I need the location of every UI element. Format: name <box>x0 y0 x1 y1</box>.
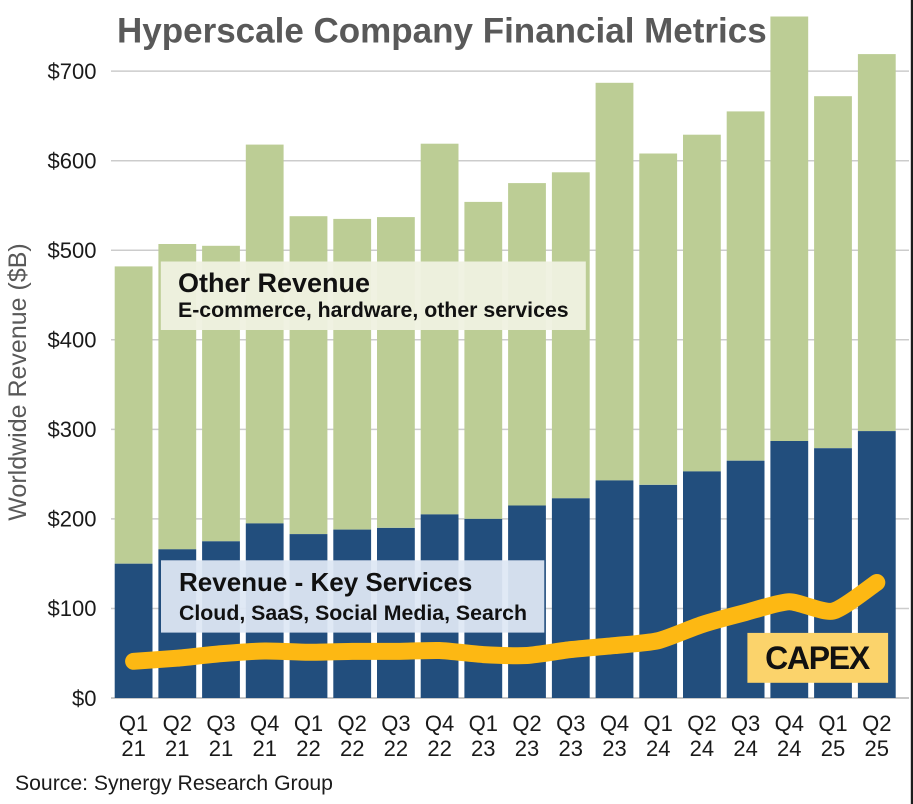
svg-text:23: 23 <box>515 736 539 761</box>
svg-text:24: 24 <box>733 736 757 761</box>
svg-text:Q2: Q2 <box>512 711 541 736</box>
svg-text:$600: $600 <box>48 149 97 174</box>
svg-text:Q1: Q1 <box>818 711 847 736</box>
svg-text:Source: Synergy Research Group: Source: Synergy Research Group <box>15 772 333 795</box>
svg-text:Q1: Q1 <box>644 711 673 736</box>
svg-text:21: 21 <box>165 736 189 761</box>
svg-text:22: 22 <box>384 736 408 761</box>
svg-text:$100: $100 <box>48 596 97 621</box>
svg-text:Q4: Q4 <box>775 711 804 736</box>
svg-text:22: 22 <box>340 736 364 761</box>
svg-text:Cloud, SaaS, Social Media, Sea: Cloud, SaaS, Social Media, Search <box>179 601 527 625</box>
svg-text:Q2: Q2 <box>862 711 891 736</box>
svg-text:Q1: Q1 <box>469 711 498 736</box>
svg-text:$300: $300 <box>48 417 97 442</box>
svg-text:Q1: Q1 <box>294 711 323 736</box>
svg-text:$700: $700 <box>48 59 97 84</box>
svg-text:22: 22 <box>296 736 320 761</box>
svg-text:$500: $500 <box>48 238 97 263</box>
svg-text:Q1: Q1 <box>119 711 148 736</box>
svg-text:CAPEX: CAPEX <box>765 640 871 676</box>
svg-text:Worldwide Revenue ($B): Worldwide Revenue ($B) <box>4 243 32 520</box>
svg-text:Hyperscale Company Financial M: Hyperscale Company Financial Metrics <box>117 12 767 51</box>
svg-text:21: 21 <box>252 736 276 761</box>
svg-text:24: 24 <box>690 736 714 761</box>
svg-text:Q2: Q2 <box>338 711 367 736</box>
svg-text:$200: $200 <box>48 507 97 532</box>
svg-text:24: 24 <box>777 736 801 761</box>
svg-text:21: 21 <box>121 736 145 761</box>
svg-text:25: 25 <box>821 736 845 761</box>
svg-text:$400: $400 <box>48 328 97 353</box>
svg-text:$0: $0 <box>72 686 96 711</box>
svg-text:Q3: Q3 <box>556 711 585 736</box>
svg-text:Q4: Q4 <box>425 711 454 736</box>
svg-text:23: 23 <box>471 736 495 761</box>
svg-text:Revenue - Key Services: Revenue - Key Services <box>179 567 472 597</box>
svg-text:21: 21 <box>209 736 233 761</box>
svg-text:E-commerce, hardware, other se: E-commerce, hardware, other services <box>178 298 569 322</box>
svg-text:Q3: Q3 <box>206 711 235 736</box>
svg-text:22: 22 <box>427 736 451 761</box>
svg-text:Q3: Q3 <box>381 711 410 736</box>
svg-text:24: 24 <box>646 736 670 761</box>
svg-text:Q2: Q2 <box>687 711 716 736</box>
svg-text:23: 23 <box>559 736 583 761</box>
svg-text:Q4: Q4 <box>600 711 629 736</box>
svg-text:Other Revenue: Other Revenue <box>178 268 370 298</box>
svg-text:Q2: Q2 <box>163 711 192 736</box>
svg-text:25: 25 <box>865 736 889 761</box>
svg-text:23: 23 <box>602 736 626 761</box>
svg-text:Q4: Q4 <box>250 711 279 736</box>
svg-text:Q3: Q3 <box>731 711 760 736</box>
